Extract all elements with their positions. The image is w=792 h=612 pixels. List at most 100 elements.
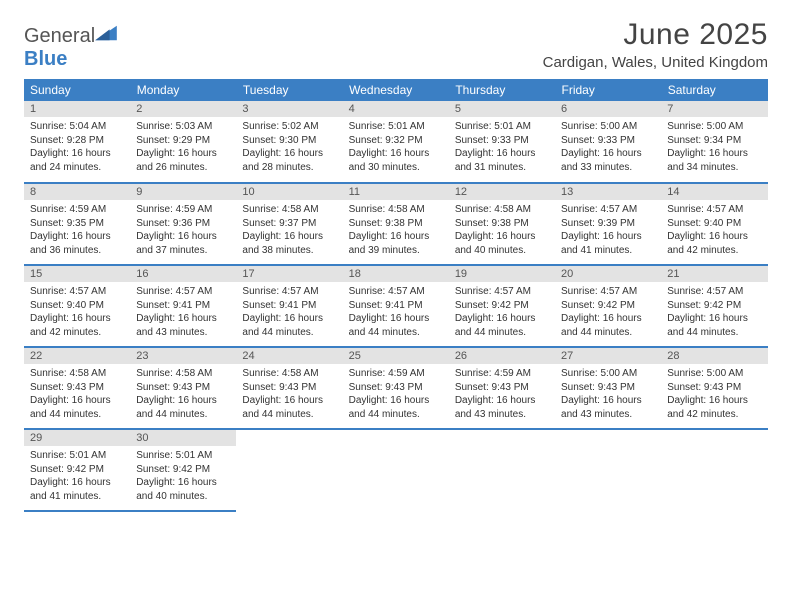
calendar-cell-empty [555,429,661,511]
calendar-cell: 18Sunrise: 4:57 AMSunset: 9:41 PMDayligh… [343,265,449,347]
calendar-cell: 27Sunrise: 5:00 AMSunset: 9:43 PMDayligh… [555,347,661,429]
day-number: 24 [236,348,342,364]
calendar-cell: 21Sunrise: 4:57 AMSunset: 9:42 PMDayligh… [661,265,767,347]
calendar-cell: 2Sunrise: 5:03 AMSunset: 9:29 PMDaylight… [130,101,236,183]
calendar-body: 1Sunrise: 5:04 AMSunset: 9:28 PMDaylight… [24,101,768,511]
weekday-header-row: Sunday Monday Tuesday Wednesday Thursday… [24,79,768,101]
day-number: 25 [343,348,449,364]
day-details: Sunrise: 4:58 AMSunset: 9:43 PMDaylight:… [236,364,342,425]
day-number: 9 [130,184,236,200]
logo-word-1: General [24,25,95,47]
day-number: 17 [236,266,342,282]
day-details: Sunrise: 4:57 AMSunset: 9:41 PMDaylight:… [130,282,236,343]
day-number: 7 [661,101,767,117]
day-details: Sunrise: 4:58 AMSunset: 9:37 PMDaylight:… [236,200,342,261]
day-number: 26 [449,348,555,364]
day-details: Sunrise: 4:59 AMSunset: 9:35 PMDaylight:… [24,200,130,261]
calendar-cell: 1Sunrise: 5:04 AMSunset: 9:28 PMDaylight… [24,101,130,183]
calendar-cell: 4Sunrise: 5:01 AMSunset: 9:32 PMDaylight… [343,101,449,183]
day-details: Sunrise: 5:01 AMSunset: 9:42 PMDaylight:… [24,446,130,507]
calendar-cell: 11Sunrise: 4:58 AMSunset: 9:38 PMDayligh… [343,183,449,265]
calendar-cell: 26Sunrise: 4:59 AMSunset: 9:43 PMDayligh… [449,347,555,429]
calendar-cell-empty [661,429,767,511]
logo-triangle-icon [95,24,117,42]
day-number: 18 [343,266,449,282]
calendar-cell: 29Sunrise: 5:01 AMSunset: 9:42 PMDayligh… [24,429,130,511]
day-number: 21 [661,266,767,282]
day-details: Sunrise: 5:00 AMSunset: 9:43 PMDaylight:… [555,364,661,425]
calendar-cell: 17Sunrise: 4:57 AMSunset: 9:41 PMDayligh… [236,265,342,347]
calendar-cell: 16Sunrise: 4:57 AMSunset: 9:41 PMDayligh… [130,265,236,347]
day-details: Sunrise: 4:58 AMSunset: 9:38 PMDaylight:… [449,200,555,261]
calendar-cell: 5Sunrise: 5:01 AMSunset: 9:33 PMDaylight… [449,101,555,183]
day-number: 14 [661,184,767,200]
logo-text: General Blue [24,24,117,71]
day-details: Sunrise: 5:01 AMSunset: 9:42 PMDaylight:… [130,446,236,507]
calendar-row: 8Sunrise: 4:59 AMSunset: 9:35 PMDaylight… [24,183,768,265]
calendar-cell-empty [343,429,449,511]
day-number: 6 [555,101,661,117]
day-details: Sunrise: 5:00 AMSunset: 9:43 PMDaylight:… [661,364,767,425]
day-details: Sunrise: 4:57 AMSunset: 9:42 PMDaylight:… [449,282,555,343]
weekday-header: Saturday [661,79,767,101]
day-details: Sunrise: 4:58 AMSunset: 9:38 PMDaylight:… [343,200,449,261]
day-number: 29 [24,430,130,446]
title-block: June 2025 Cardigan, Wales, United Kingdo… [543,18,768,71]
day-details: Sunrise: 5:02 AMSunset: 9:30 PMDaylight:… [236,117,342,178]
calendar-cell: 25Sunrise: 4:59 AMSunset: 9:43 PMDayligh… [343,347,449,429]
weekday-header: Tuesday [236,79,342,101]
day-number: 5 [449,101,555,117]
day-number: 10 [236,184,342,200]
day-details: Sunrise: 4:59 AMSunset: 9:43 PMDaylight:… [343,364,449,425]
calendar-cell: 7Sunrise: 5:00 AMSunset: 9:34 PMDaylight… [661,101,767,183]
day-details: Sunrise: 5:04 AMSunset: 9:28 PMDaylight:… [24,117,130,178]
calendar-cell: 6Sunrise: 5:00 AMSunset: 9:33 PMDaylight… [555,101,661,183]
page-header: General Blue June 2025 Cardigan, Wales, … [24,18,768,71]
calendar-table: Sunday Monday Tuesday Wednesday Thursday… [24,79,768,512]
day-details: Sunrise: 5:01 AMSunset: 9:32 PMDaylight:… [343,117,449,178]
day-details: Sunrise: 4:57 AMSunset: 9:40 PMDaylight:… [24,282,130,343]
calendar-cell: 15Sunrise: 4:57 AMSunset: 9:40 PMDayligh… [24,265,130,347]
calendar-cell: 30Sunrise: 5:01 AMSunset: 9:42 PMDayligh… [130,429,236,511]
day-number: 8 [24,184,130,200]
day-number: 22 [24,348,130,364]
calendar-cell: 9Sunrise: 4:59 AMSunset: 9:36 PMDaylight… [130,183,236,265]
month-title: June 2025 [543,18,768,52]
day-details: Sunrise: 4:58 AMSunset: 9:43 PMDaylight:… [24,364,130,425]
day-details: Sunrise: 4:58 AMSunset: 9:43 PMDaylight:… [130,364,236,425]
calendar-cell: 12Sunrise: 4:58 AMSunset: 9:38 PMDayligh… [449,183,555,265]
weekday-header: Monday [130,79,236,101]
calendar-row: 22Sunrise: 4:58 AMSunset: 9:43 PMDayligh… [24,347,768,429]
day-details: Sunrise: 4:59 AMSunset: 9:43 PMDaylight:… [449,364,555,425]
calendar-cell-empty [236,429,342,511]
day-number: 11 [343,184,449,200]
day-details: Sunrise: 5:00 AMSunset: 9:34 PMDaylight:… [661,117,767,178]
day-number: 4 [343,101,449,117]
day-details: Sunrise: 4:57 AMSunset: 9:41 PMDaylight:… [236,282,342,343]
day-number: 3 [236,101,342,117]
day-details: Sunrise: 4:59 AMSunset: 9:36 PMDaylight:… [130,200,236,261]
day-number: 19 [449,266,555,282]
day-details: Sunrise: 4:57 AMSunset: 9:42 PMDaylight:… [661,282,767,343]
calendar-row: 1Sunrise: 5:04 AMSunset: 9:28 PMDaylight… [24,101,768,183]
day-number: 23 [130,348,236,364]
day-number: 1 [24,101,130,117]
day-details: Sunrise: 5:00 AMSunset: 9:33 PMDaylight:… [555,117,661,178]
day-number: 13 [555,184,661,200]
weekday-header: Sunday [24,79,130,101]
day-number: 28 [661,348,767,364]
calendar-cell: 28Sunrise: 5:00 AMSunset: 9:43 PMDayligh… [661,347,767,429]
day-details: Sunrise: 4:57 AMSunset: 9:41 PMDaylight:… [343,282,449,343]
logo-word-2: Blue [24,48,67,70]
day-number: 30 [130,430,236,446]
weekday-header: Wednesday [343,79,449,101]
logo: General Blue [24,18,117,71]
calendar-cell: 24Sunrise: 4:58 AMSunset: 9:43 PMDayligh… [236,347,342,429]
day-number: 16 [130,266,236,282]
weekday-header: Friday [555,79,661,101]
calendar-cell: 14Sunrise: 4:57 AMSunset: 9:40 PMDayligh… [661,183,767,265]
calendar-row: 15Sunrise: 4:57 AMSunset: 9:40 PMDayligh… [24,265,768,347]
day-details: Sunrise: 4:57 AMSunset: 9:40 PMDaylight:… [661,200,767,261]
day-number: 15 [24,266,130,282]
calendar-cell: 20Sunrise: 4:57 AMSunset: 9:42 PMDayligh… [555,265,661,347]
